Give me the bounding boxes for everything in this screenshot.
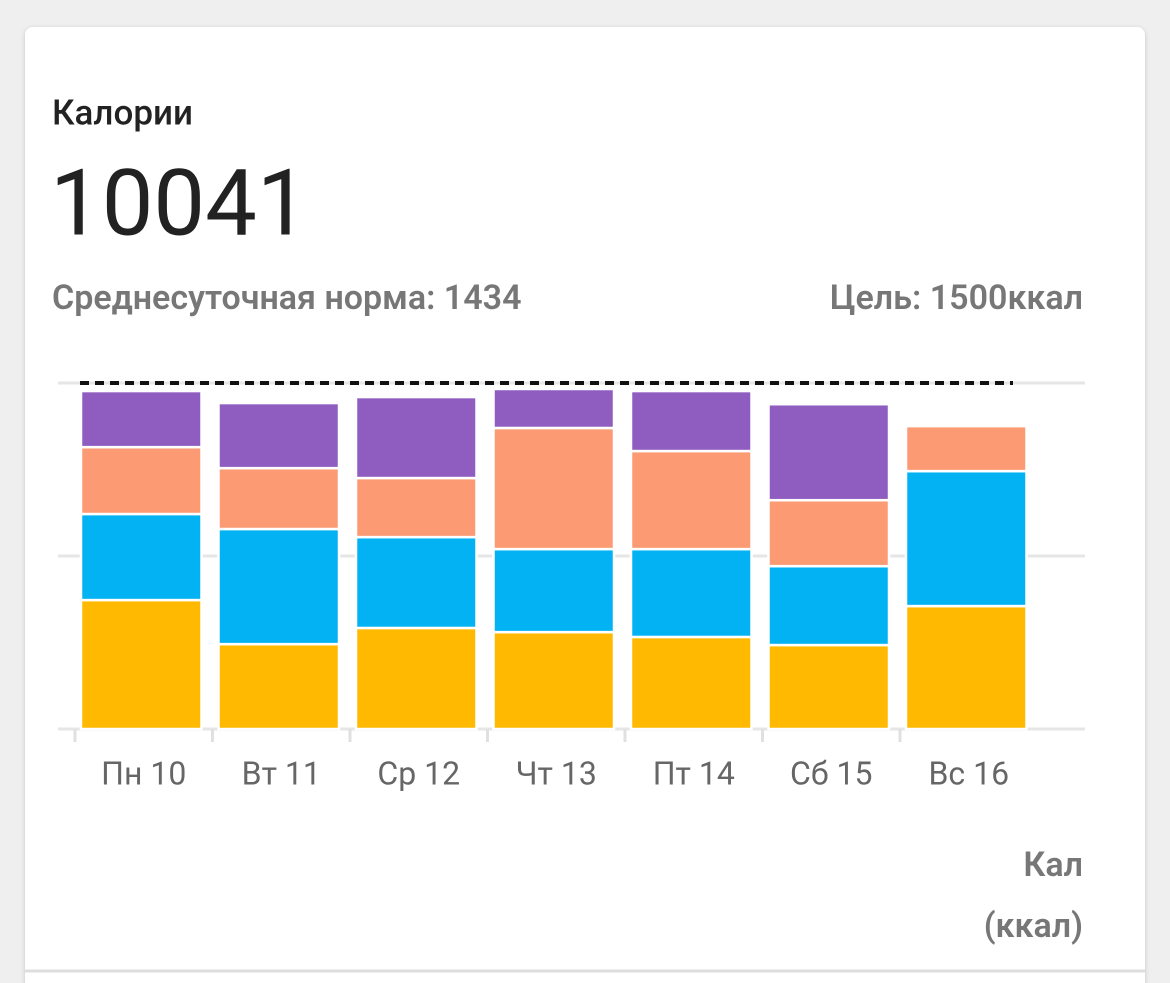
bar-segment [79, 389, 203, 449]
bar-segment [767, 498, 891, 568]
bar-segment [79, 445, 203, 516]
bar-segment [354, 535, 478, 630]
average-label: Среднесуточная норма: 1434 [52, 278, 522, 318]
x-tick-label: Пн 10 [101, 754, 186, 792]
bar-segment [217, 642, 341, 731]
unit-label: (ккал) [984, 906, 1083, 946]
bar-segment [217, 527, 341, 646]
x-tick-label: Вт 11 [242, 754, 321, 792]
x-tick-label: Пт 14 [653, 754, 735, 792]
bar-segment [354, 395, 478, 480]
bar-segment [492, 630, 616, 731]
bar-segment [629, 547, 753, 639]
total-value: 10041 [50, 150, 309, 257]
bar-segment [217, 401, 341, 470]
bar-segment [354, 476, 478, 539]
x-tick-label: Сб 15 [790, 754, 872, 792]
bar-segment [904, 469, 1028, 608]
bar-segment [354, 626, 478, 731]
bar-segment [767, 402, 891, 502]
bar-segment [79, 512, 203, 602]
card-title: Калории [52, 92, 193, 133]
bar-segment [629, 635, 753, 731]
x-tick-label: Ср 12 [377, 754, 460, 792]
bar-segment [79, 598, 203, 731]
goal-label: Цель: 1500ккал [830, 278, 1083, 318]
bar-segment [492, 547, 616, 634]
bar-segment [629, 389, 753, 453]
bar-segment [492, 426, 616, 551]
unit-label: Кал [1023, 845, 1083, 885]
bar-segment [767, 564, 891, 647]
x-tick-label: Чт 13 [516, 754, 597, 792]
bar-segment [629, 449, 753, 551]
bar-segment [904, 604, 1028, 731]
x-tick-label: Вс 16 [928, 754, 1009, 792]
bar-segment [767, 643, 891, 731]
bar-segment [492, 387, 616, 430]
bar-segment [217, 466, 341, 531]
bar-segment [904, 424, 1028, 473]
